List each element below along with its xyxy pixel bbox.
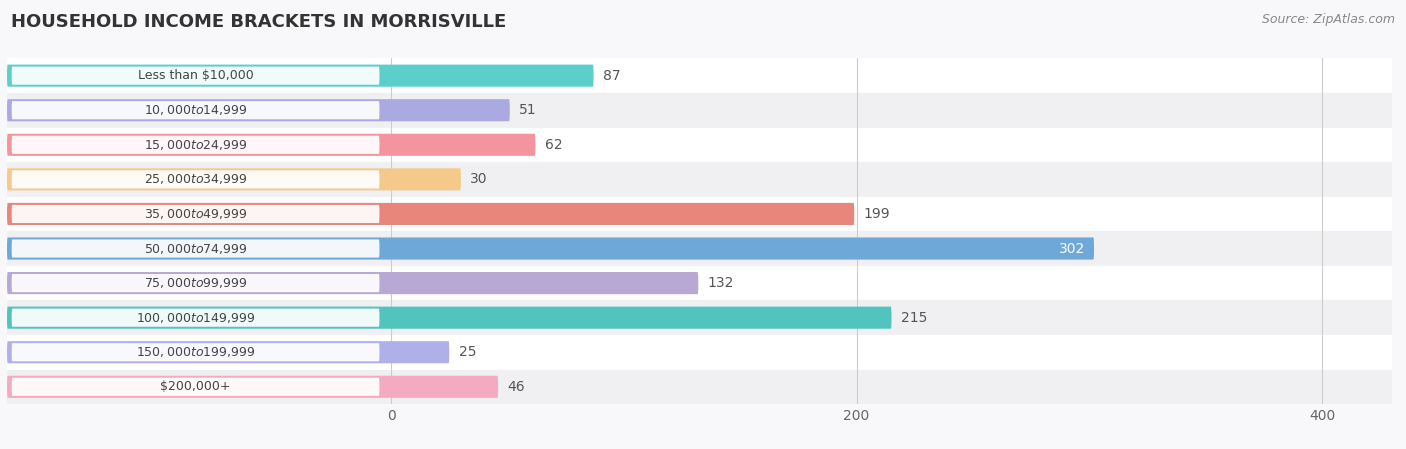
FancyBboxPatch shape [11,66,380,85]
Text: $150,000 to $199,999: $150,000 to $199,999 [136,345,256,359]
FancyBboxPatch shape [7,272,699,294]
Text: 46: 46 [508,380,524,394]
Bar [7,231,1392,266]
Text: 132: 132 [707,276,734,290]
Text: $50,000 to $74,999: $50,000 to $74,999 [143,242,247,255]
FancyBboxPatch shape [7,376,498,398]
FancyBboxPatch shape [7,99,510,121]
FancyBboxPatch shape [11,378,380,396]
Bar [7,128,1392,162]
Bar [7,266,1392,300]
Bar [7,300,1392,335]
Bar [7,197,1392,231]
FancyBboxPatch shape [11,101,380,119]
FancyBboxPatch shape [7,168,461,190]
FancyBboxPatch shape [11,239,380,258]
FancyBboxPatch shape [7,307,891,329]
Text: $15,000 to $24,999: $15,000 to $24,999 [143,138,247,152]
FancyBboxPatch shape [7,341,450,363]
FancyBboxPatch shape [7,65,593,87]
Bar [7,370,1392,404]
FancyBboxPatch shape [11,274,380,292]
Text: $35,000 to $49,999: $35,000 to $49,999 [143,207,247,221]
Text: 302: 302 [1059,242,1084,255]
Bar [7,58,1392,93]
Text: $200,000+: $200,000+ [160,380,231,393]
Bar [7,162,1392,197]
Bar [7,93,1392,128]
Text: $100,000 to $149,999: $100,000 to $149,999 [136,311,256,325]
FancyBboxPatch shape [11,343,380,361]
FancyBboxPatch shape [7,238,1094,260]
Text: $10,000 to $14,999: $10,000 to $14,999 [143,103,247,117]
Text: HOUSEHOLD INCOME BRACKETS IN MORRISVILLE: HOUSEHOLD INCOME BRACKETS IN MORRISVILLE [11,13,506,31]
Text: 25: 25 [458,345,477,359]
Text: $75,000 to $99,999: $75,000 to $99,999 [143,276,247,290]
Text: Source: ZipAtlas.com: Source: ZipAtlas.com [1261,13,1395,26]
Text: Less than $10,000: Less than $10,000 [138,69,253,82]
FancyBboxPatch shape [11,136,380,154]
FancyBboxPatch shape [11,170,380,189]
Text: 51: 51 [519,103,537,117]
Bar [7,335,1392,370]
FancyBboxPatch shape [7,134,536,156]
Text: $25,000 to $34,999: $25,000 to $34,999 [143,172,247,186]
Text: 199: 199 [863,207,890,221]
FancyBboxPatch shape [11,205,380,223]
FancyBboxPatch shape [7,203,855,225]
Text: 62: 62 [544,138,562,152]
Text: 30: 30 [470,172,488,186]
Text: 87: 87 [603,69,620,83]
Text: 215: 215 [901,311,927,325]
FancyBboxPatch shape [11,308,380,327]
